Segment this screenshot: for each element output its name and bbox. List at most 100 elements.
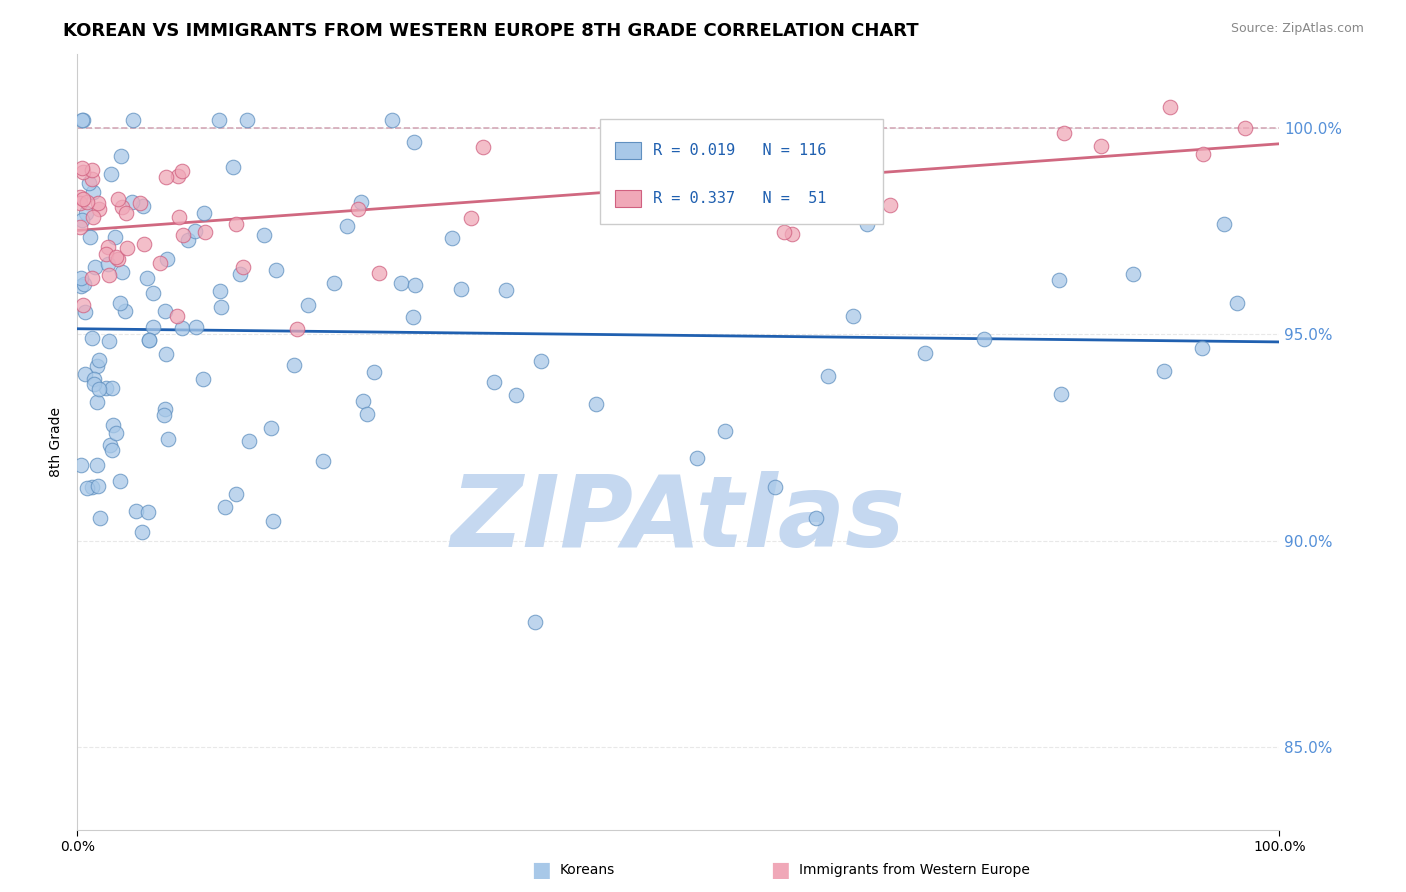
Point <box>191 372 214 386</box>
Point <box>87 382 110 396</box>
Point <box>72 298 94 312</box>
Bar <box>614 143 641 160</box>
Point <box>482 375 505 389</box>
Point <box>73 277 96 291</box>
Point <box>841 309 863 323</box>
Point <box>111 265 134 279</box>
Point <box>128 195 150 210</box>
Point <box>713 424 735 438</box>
Point <box>208 284 231 298</box>
Point <box>773 225 796 239</box>
Point <box>172 227 194 242</box>
Point <box>107 192 129 206</box>
Point <box>70 213 93 227</box>
Point <box>208 112 231 127</box>
Point <box>86 359 108 374</box>
Point <box>495 283 517 297</box>
Point <box>76 194 98 209</box>
Point <box>73 305 96 319</box>
Point <box>380 112 402 127</box>
Point <box>167 210 190 224</box>
Point <box>108 296 131 310</box>
Point <box>225 486 247 500</box>
Point <box>87 353 110 368</box>
Point <box>1159 100 1181 114</box>
Point <box>222 160 245 174</box>
Point <box>86 394 108 409</box>
Point <box>114 304 136 318</box>
Point <box>184 224 207 238</box>
Point <box>83 372 105 386</box>
Point <box>135 271 157 285</box>
Point <box>336 219 359 233</box>
Point <box>402 310 425 324</box>
Point <box>97 240 120 254</box>
Point <box>125 503 148 517</box>
Point <box>98 334 121 348</box>
Point <box>105 250 128 264</box>
Text: Koreans: Koreans <box>560 863 614 877</box>
Point <box>505 388 527 402</box>
Point <box>167 169 190 184</box>
Point <box>152 408 174 422</box>
Point <box>450 282 472 296</box>
Point <box>98 268 121 283</box>
Point <box>70 279 93 293</box>
Point <box>352 394 374 409</box>
Point <box>404 277 426 292</box>
Point <box>1191 341 1213 355</box>
Point <box>80 331 103 345</box>
Point <box>856 217 879 231</box>
Point <box>69 190 91 204</box>
Point <box>153 402 176 417</box>
Point <box>1050 386 1073 401</box>
Point <box>232 260 254 274</box>
Point <box>136 505 159 519</box>
Point <box>297 298 319 312</box>
Point <box>283 358 305 372</box>
Point <box>530 353 553 368</box>
Point <box>763 479 786 493</box>
Point <box>472 140 495 154</box>
Point <box>153 304 176 318</box>
Text: ZIPAtlas: ZIPAtlas <box>451 471 905 567</box>
Point <box>72 165 94 179</box>
Point <box>121 194 143 209</box>
Point <box>363 365 385 379</box>
Point <box>177 233 200 247</box>
Point <box>80 172 103 186</box>
Point <box>184 319 207 334</box>
Point <box>170 320 193 334</box>
Point <box>686 450 709 465</box>
Point <box>104 230 127 244</box>
Point <box>111 200 134 214</box>
Point <box>82 271 104 285</box>
Point <box>804 511 827 525</box>
Point <box>76 481 98 495</box>
Point <box>1153 364 1175 378</box>
Point <box>101 381 124 395</box>
Point <box>783 141 806 155</box>
Point <box>142 285 165 300</box>
Point <box>194 225 217 239</box>
Point <box>69 195 91 210</box>
Point <box>69 219 91 234</box>
Point <box>367 266 389 280</box>
Point <box>155 170 177 185</box>
Point <box>1121 267 1143 281</box>
FancyBboxPatch shape <box>600 120 883 224</box>
Point <box>1090 138 1112 153</box>
Point <box>599 159 621 173</box>
Point <box>236 112 259 127</box>
Point <box>77 176 100 190</box>
Point <box>156 252 179 266</box>
Point <box>404 135 426 149</box>
Point <box>460 211 482 226</box>
Point <box>754 193 776 207</box>
Point <box>80 162 103 177</box>
Point <box>122 112 145 127</box>
Point <box>323 277 346 291</box>
Bar <box>614 189 641 207</box>
Point <box>80 480 103 494</box>
Text: R = 0.019   N = 116: R = 0.019 N = 116 <box>654 144 827 159</box>
